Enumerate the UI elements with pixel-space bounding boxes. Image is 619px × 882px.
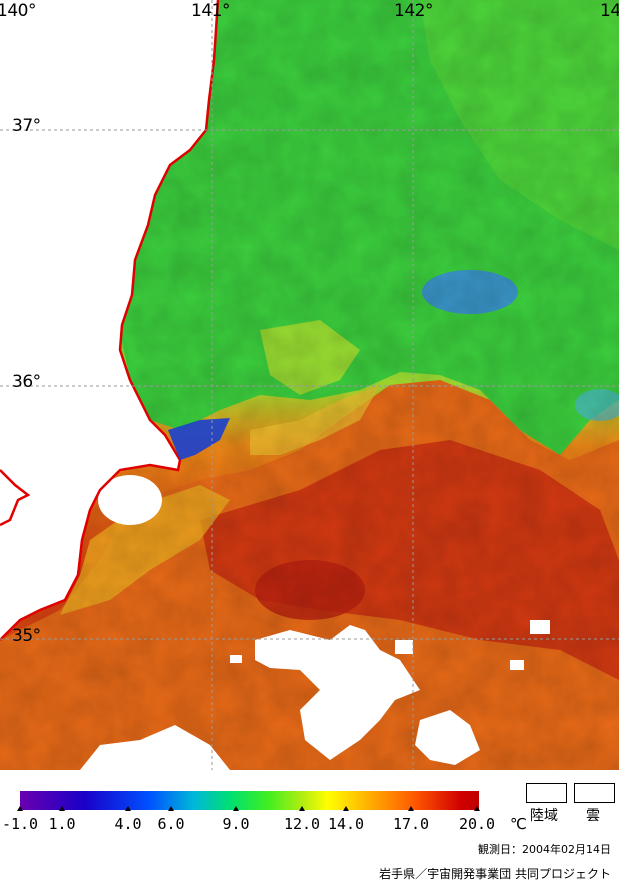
lon-label-140: 140° (0, 1, 36, 21)
tick-label: 20.0 (458, 815, 496, 833)
tick-label: 12.0 (283, 815, 321, 833)
tick-label: 1.0 (48, 815, 76, 833)
coastline (0, 0, 220, 641)
cold-inshore-water (168, 418, 230, 460)
tick-mark (343, 806, 349, 811)
land-label: 陸域 (530, 808, 558, 824)
cloud-label: 雲 (586, 808, 600, 824)
tick-label: -1.0 (1, 815, 39, 833)
cloud-cover (80, 620, 550, 770)
tick-mark (474, 806, 480, 811)
tick-mark (17, 806, 23, 811)
sea-surface-temperature-map: 140° 141° 142° 14 37° 36° 35° (0, 0, 619, 770)
coastline-tone (0, 469, 31, 527)
land-swatch (526, 783, 567, 803)
credit-text: 岩手県／宇宙開発事業団 共同プロジェクト (379, 867, 611, 881)
lake-kasumigaura (98, 475, 162, 525)
tick-label: 14.0 (327, 815, 365, 833)
tick-label: 6.0 (157, 815, 185, 833)
tick-label: 9.0 (222, 815, 250, 833)
tick-mark (299, 806, 305, 811)
unit-label: ℃ (510, 815, 527, 833)
cloud-swatch (574, 783, 615, 803)
legend: -1.0 1.0 4.0 6.0 9.0 12.0 14.0 17.0 20.0… (0, 770, 619, 881)
lat-label-35: 35° (12, 626, 41, 646)
tick-mark (233, 806, 239, 811)
lat-label-37: 37° (12, 116, 41, 136)
land-honshu (0, 0, 218, 640)
lon-label-143: 14 (600, 1, 619, 21)
map-canvas (0, 0, 619, 770)
tick-label: 4.0 (114, 815, 142, 833)
tick-label: 17.0 (392, 815, 430, 833)
tick-mark (125, 806, 131, 811)
observation-date: 観測日：2004年02月14日 (478, 843, 611, 856)
lat-label-36: 36° (12, 372, 41, 392)
temperature-colorbar (20, 791, 479, 810)
lon-label-142: 142° (394, 1, 433, 21)
tick-mark (408, 806, 414, 811)
tick-mark (59, 806, 65, 811)
lon-label-141: 141° (191, 1, 230, 21)
graticule (0, 0, 619, 770)
tick-mark (168, 806, 174, 811)
